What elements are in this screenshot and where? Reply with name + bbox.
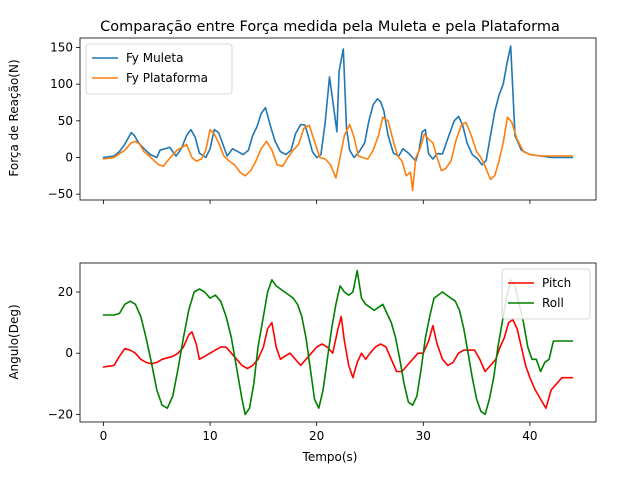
y-tick-label-1-1: 0 bbox=[65, 346, 73, 360]
series-line-1-1 bbox=[102, 269, 574, 416]
legend-label-1-0: Pitch bbox=[542, 276, 571, 290]
y-tick-label-0-2: 50 bbox=[58, 114, 73, 128]
chart-title: Comparação entre Força medida pela Mulet… bbox=[100, 19, 560, 35]
y-tick-label-0-3: 100 bbox=[50, 77, 73, 91]
angle-chart: 0 10 20 30 40 −20 0 20 Pitch Roll bbox=[48, 262, 597, 443]
force-chart: −50 0 50 100 150 Fy Muleta Fy Plataforma bbox=[48, 37, 597, 204]
plot-frame-1 bbox=[79, 262, 597, 423]
y-tick-label-0-0: −50 bbox=[48, 187, 73, 201]
legend-1: Pitch Roll bbox=[501, 268, 591, 320]
x-axis-label: Tempo(s) bbox=[302, 450, 358, 464]
x-tick-label-1-1: 10 bbox=[202, 429, 217, 443]
series-line-0-0 bbox=[102, 45, 574, 166]
angle-y-axis-label: Angulo(Deg) bbox=[7, 304, 21, 379]
legend-box-0 bbox=[85, 43, 233, 95]
plot-frame-0 bbox=[79, 37, 597, 201]
x-tick-label-1-4: 40 bbox=[522, 429, 537, 443]
legend-box-1 bbox=[501, 268, 591, 320]
series-line-1-0 bbox=[102, 315, 574, 410]
y-tick-label-1-2: 20 bbox=[58, 285, 73, 299]
y-tick-label-0-1: 0 bbox=[65, 150, 73, 164]
force-y-axis-label: Força de Reação(N) bbox=[7, 59, 21, 176]
x-tick-label-1-2: 20 bbox=[309, 429, 324, 443]
y-tick-label-1-0: −20 bbox=[48, 407, 73, 421]
x-tick-label-1-0: 0 bbox=[100, 429, 108, 443]
series-line-0-1 bbox=[102, 116, 574, 192]
legend-0: Fy Muleta Fy Plataforma bbox=[85, 43, 233, 95]
legend-label-0-0: Fy Muleta bbox=[126, 51, 183, 65]
x-tick-label-1-3: 30 bbox=[416, 429, 431, 443]
legend-label-0-1: Fy Plataforma bbox=[126, 71, 208, 85]
y-tick-label-0-4: 150 bbox=[50, 41, 73, 55]
legend-label-1-1: Roll bbox=[542, 296, 564, 310]
